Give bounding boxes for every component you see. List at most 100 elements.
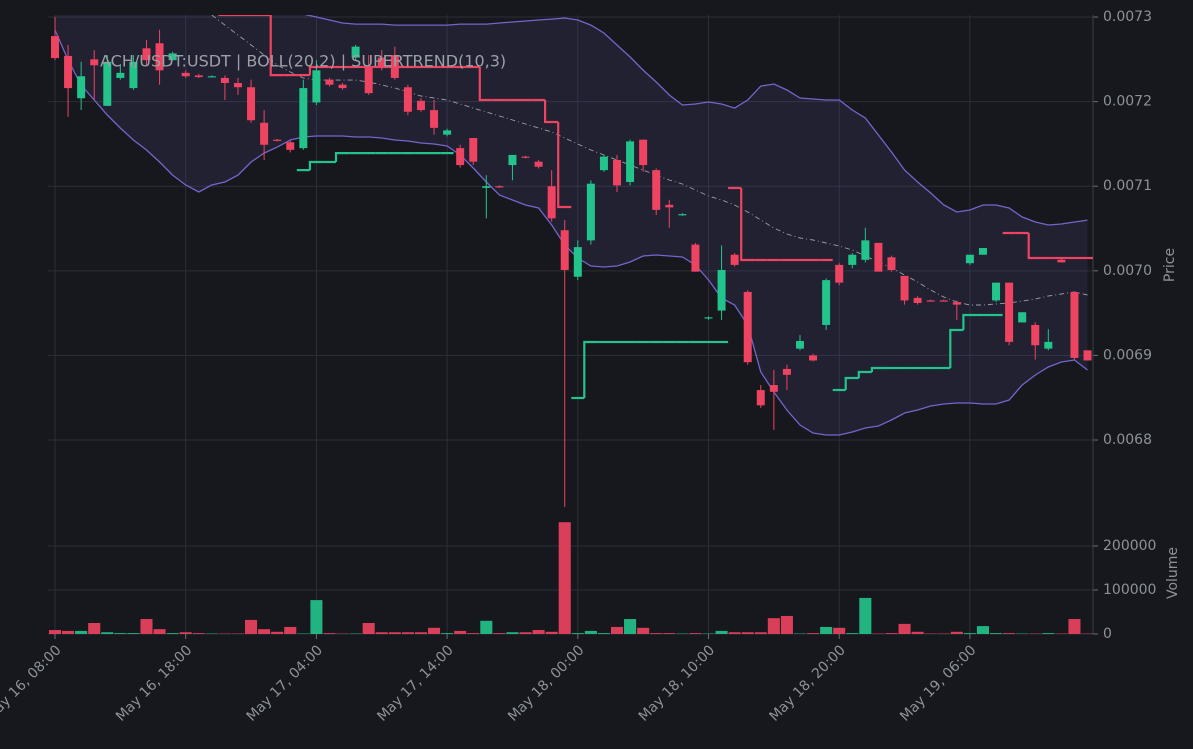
candle-body	[705, 317, 713, 318]
candle-body	[600, 157, 608, 171]
candle-body	[718, 270, 726, 311]
volume-bar	[755, 632, 767, 634]
volume-bar	[519, 632, 531, 634]
candle-body	[835, 265, 843, 283]
candle-body	[312, 70, 320, 102]
candle-body	[613, 160, 621, 185]
volume-bar	[363, 623, 375, 634]
volume-bar	[990, 633, 1002, 634]
candle-body	[652, 170, 660, 210]
candle-body	[208, 76, 216, 77]
volume-bar	[585, 631, 597, 634]
volume-bar	[624, 619, 636, 634]
candle-body	[1005, 283, 1013, 342]
volume-bar	[899, 624, 911, 634]
candle-body	[64, 56, 72, 88]
y-tick-label: 0.0069	[1103, 347, 1152, 363]
candle-body	[809, 355, 817, 360]
volume-bar	[180, 632, 192, 634]
volume-bar	[493, 633, 505, 634]
candle-body	[90, 59, 98, 65]
candle-body	[874, 243, 882, 272]
candle-body	[1070, 292, 1078, 358]
candle-body	[430, 110, 438, 128]
candle-body	[247, 87, 255, 120]
candle-body	[260, 123, 268, 145]
volume-bar	[62, 631, 74, 634]
candle-body	[796, 341, 804, 349]
y-tick-label: 0.0070	[1103, 263, 1152, 279]
candle-body	[508, 155, 516, 165]
candle-body	[116, 73, 124, 78]
candle-body	[417, 101, 425, 110]
candle-body	[195, 75, 203, 77]
candle-body	[731, 255, 739, 265]
volume-bar	[258, 629, 270, 634]
volume-bar	[428, 628, 440, 634]
candle-body	[561, 230, 569, 270]
volume-bar	[415, 632, 427, 634]
candle-body	[234, 83, 242, 87]
candle-body	[966, 255, 974, 263]
candle-body	[887, 257, 895, 270]
y-axis-label: Price	[1162, 248, 1178, 282]
candle-body	[1044, 342, 1052, 349]
volume-bar	[75, 631, 87, 634]
candle-body	[953, 302, 961, 305]
candle-body	[273, 140, 281, 141]
volume-bar	[389, 632, 401, 634]
volume-bar	[127, 633, 139, 634]
volume-bar	[964, 633, 976, 634]
volume-bar	[611, 627, 623, 634]
volume-bar	[729, 632, 741, 634]
y-tick-label: 0.0068	[1103, 432, 1152, 448]
volume-bar	[1042, 633, 1054, 634]
volume-bar	[114, 633, 126, 634]
volume-axis-label: Volume	[1165, 547, 1181, 599]
volume-bar	[154, 629, 166, 634]
candle-body	[783, 369, 791, 375]
volume-bar	[140, 619, 152, 634]
volume-bar	[885, 633, 897, 634]
volume-bar	[245, 620, 257, 634]
candle-body	[469, 138, 477, 162]
candle-body	[443, 130, 451, 134]
volume-bar	[480, 621, 492, 634]
candle-body	[1018, 312, 1026, 322]
volume-bar	[781, 616, 793, 634]
volume-bar	[637, 628, 649, 634]
volume-bar	[1068, 619, 1080, 634]
volume-bar	[807, 633, 819, 634]
volume-bar	[768, 618, 780, 634]
volume-bar	[271, 632, 283, 634]
candle-body	[182, 73, 190, 76]
chart-title: ACH/USDT:USDT | BOLL(20,2) | SUPERTREND(…	[100, 52, 506, 71]
candle-body	[587, 184, 595, 241]
volume-bar	[716, 631, 728, 634]
candle-body	[456, 148, 464, 165]
volume-bar	[467, 633, 479, 634]
candle-body	[861, 240, 869, 259]
candle-body	[221, 78, 229, 83]
volume-bar	[742, 632, 754, 634]
candle-body	[299, 88, 307, 148]
volume-bar	[689, 633, 701, 634]
volume-bar	[663, 633, 675, 634]
volume-bar	[441, 633, 453, 634]
volume-bar	[846, 633, 858, 634]
volume-bar	[598, 633, 610, 634]
candle-body	[482, 186, 490, 188]
candle-body	[339, 85, 347, 88]
y-tick-label: 0.0072	[1103, 94, 1152, 110]
volume-tick-label: 100000	[1103, 582, 1156, 598]
y-tick-label: 0.0073	[1103, 9, 1152, 25]
volume-tick-label: 200000	[1103, 538, 1156, 554]
candle-body	[901, 276, 909, 301]
volume-bar	[193, 633, 205, 634]
volume-bar	[402, 632, 414, 634]
volume-bar	[506, 632, 518, 634]
candle-body	[992, 283, 1000, 301]
volume-bar	[977, 626, 989, 634]
volume-bar	[951, 632, 963, 634]
candle-body	[325, 80, 333, 85]
